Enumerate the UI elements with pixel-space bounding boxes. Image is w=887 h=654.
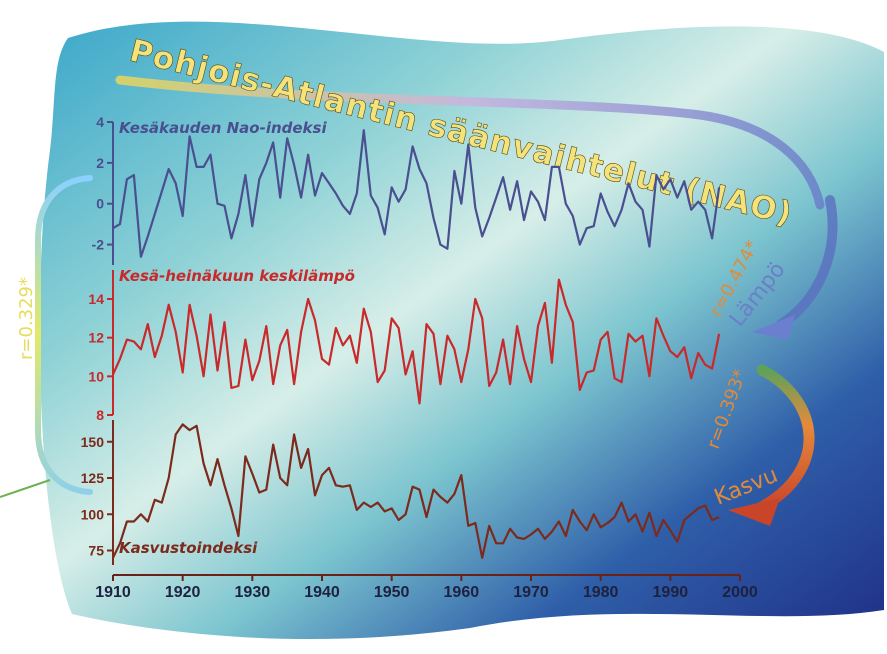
x-tick-label: 2000 <box>722 584 758 601</box>
series-line-3 <box>112 423 720 559</box>
y-tick-label: 12 <box>88 330 104 346</box>
y-tick-label: 4 <box>96 114 104 130</box>
y-tick-label: 75 <box>88 543 104 559</box>
panel-label-3: Kasvustoindeksi <box>119 539 258 557</box>
panel-label-1: Kesäkauden Nao-indeksi <box>119 119 327 137</box>
y-tick-label: 8 <box>96 407 104 423</box>
x-axis: 1910 1920 1930 1940 1950 1960 1970 1980 1990 2000 <box>95 574 758 601</box>
y-tick-label: 125 <box>81 470 105 486</box>
y-tick-label: 2 <box>96 155 104 171</box>
y-tick-label: 150 <box>81 434 105 450</box>
x-tick-label: 1910 <box>95 584 131 601</box>
panel-2: 14 12 10 8 Kesä-heinäkuun keskilämpö <box>88 267 721 423</box>
x-tick-label: 1930 <box>235 584 271 601</box>
left-pointer <box>0 479 51 498</box>
x-tick-label: 1920 <box>165 584 201 601</box>
panel-label-2: Kesä-heinäkuun keskilämpö <box>119 267 355 285</box>
series-line-2 <box>111 278 721 405</box>
y-tick-label: -2 <box>92 237 105 253</box>
x-tick-label: 1950 <box>374 584 410 601</box>
left-bracket <box>35 175 93 495</box>
x-tick-label: 1970 <box>513 584 549 601</box>
x-tick-label: 1940 <box>304 584 340 601</box>
y-tick-label: 14 <box>88 291 104 307</box>
y-tick-label: 0 <box>96 196 104 212</box>
y-tick-label: 100 <box>81 506 105 522</box>
x-tick-label: 1960 <box>444 584 480 601</box>
arrow-temp-growth-head <box>728 498 780 526</box>
corr-nao-growth-label: r=0.329* <box>16 277 37 360</box>
arrow-temp-growth <box>754 364 815 514</box>
y-tick-label: 10 <box>88 368 104 384</box>
panel-3: 150 125 100 75 Kasvustoindeksi <box>81 420 720 565</box>
background-shape <box>39 21 884 640</box>
panel-1: 4 2 0 -2 Kesäkauden Nao-indeksi <box>92 114 721 265</box>
x-tick-label: 1990 <box>653 584 689 601</box>
arrow-nao-temp-head <box>752 315 795 340</box>
title-arc <box>115 75 825 210</box>
series-line-1 <box>112 129 721 258</box>
arrow-nao-temp <box>775 195 838 330</box>
chart-root: 4 2 0 -2 Kesäkauden Nao-indeksi 14 12 10 8 Kesä-h… <box>81 114 758 601</box>
x-tick-label: 1980 <box>583 584 619 601</box>
